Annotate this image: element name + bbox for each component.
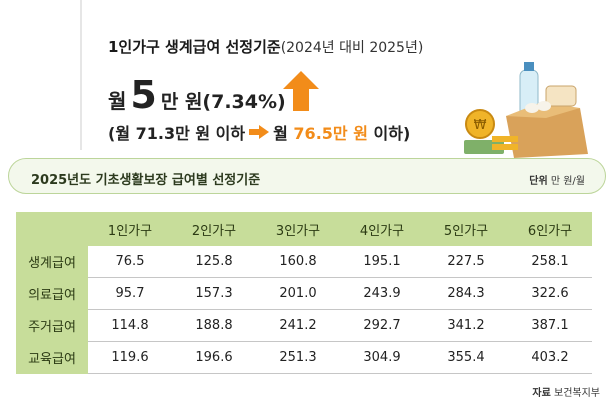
change-to-prefix: 월 — [273, 124, 288, 143]
column-header: 5인가구 — [424, 212, 508, 246]
up-arrow-icon — [283, 71, 319, 111]
table-cell: 157.3 — [172, 277, 256, 310]
table-row: 주거급여 114.8 188.8 241.2 292.7 341.2 387.1 — [16, 309, 592, 342]
column-header: 4인가구 — [340, 212, 424, 246]
summary-panel-border — [80, 0, 602, 150]
table-cell: 403.2 — [508, 341, 592, 374]
increase-prefix: 월 — [108, 89, 127, 113]
table-cell: 322.6 — [508, 277, 592, 310]
table-row: 교육급여 119.6 196.6 251.3 304.9 355.4 403.2 — [16, 341, 592, 374]
table-cell: 227.5 — [424, 246, 508, 278]
table-cell: 196.6 — [172, 341, 256, 374]
column-header: 2인가구 — [172, 212, 256, 246]
column-header: 3인가구 — [256, 212, 340, 246]
change-range: (월 71.3만 원 이하 월 76.5만 원 이하) — [108, 120, 410, 144]
increase-big-number: 5 — [130, 73, 157, 117]
unit-note: 단위 만 원/월 — [529, 172, 585, 187]
row-header: 교육급여 — [16, 341, 88, 374]
table-cell: 251.3 — [256, 341, 340, 374]
row-header: 생계급여 — [16, 246, 88, 278]
table-cell: 387.1 — [508, 309, 592, 342]
table-cell: 355.4 — [424, 341, 508, 374]
money-box-illustration-icon: ₩ — [464, 62, 588, 158]
table-cell: 160.8 — [256, 246, 340, 278]
table-cell: 292.7 — [340, 309, 424, 342]
criteria-banner: 2025년도 기초생활보장 급여별 선정기준 단위 만 원/월 — [8, 158, 606, 194]
change-close: 이하) — [373, 124, 411, 143]
column-header: 6인가구 — [508, 212, 592, 246]
table-cell: 188.8 — [172, 309, 256, 342]
headline: 1인가구 생계급여 선정기준(2024년 대비 2025년) — [108, 36, 423, 57]
table-cell: 258.1 — [508, 246, 592, 278]
criteria-table: 1인가구 2인가구 3인가구 4인가구 5인가구 6인가구 생계급여 76.5 … — [16, 212, 592, 374]
change-new-value: 76.5만 원 — [293, 124, 368, 143]
table-cell: 114.8 — [88, 309, 172, 342]
source-note: 자료 보건복지부 — [532, 384, 600, 399]
row-header: 의료급여 — [16, 277, 88, 310]
table-cell: 195.1 — [340, 246, 424, 278]
change-open: (월 71.3만 원 이하 — [108, 124, 246, 143]
table-cell: 125.8 — [172, 246, 256, 278]
table-cell: 284.3 — [424, 277, 508, 310]
table-cell: 119.6 — [88, 341, 172, 374]
table-cell: 201.0 — [256, 277, 340, 310]
svg-text:₩: ₩ — [474, 118, 487, 133]
table-corner — [16, 212, 88, 246]
column-header: 1인가구 — [88, 212, 172, 246]
source-value: 보건복지부 — [554, 388, 600, 399]
unit-value: 만 원/월 — [550, 176, 585, 187]
table-row: 의료급여 95.7 157.3 201.0 243.9 284.3 322.6 — [16, 277, 592, 310]
table-header-row: 1인가구 2인가구 3인가구 4인가구 5인가구 6인가구 — [16, 212, 592, 246]
headline-sub: (2024년 대비 2025년) — [280, 40, 424, 56]
unit-label: 단위 — [529, 176, 548, 187]
table-cell: 95.7 — [88, 277, 172, 310]
row-header: 주거급여 — [16, 309, 88, 342]
source-label: 자료 — [532, 388, 551, 399]
table-cell: 76.5 — [88, 246, 172, 278]
increase-rest: 만 원(7.34%) — [160, 91, 286, 113]
increase-amount: 월 5 만 원(7.34%) — [108, 76, 286, 114]
table-cell: 304.9 — [340, 341, 424, 374]
headline-main: 1인가구 생계급여 선정기준 — [108, 38, 281, 56]
banner-title: 2025년도 기초생활보장 급여별 선정기준 — [31, 173, 261, 188]
table-row: 생계급여 76.5 125.8 160.8 195.1 227.5 258.1 — [16, 246, 592, 278]
right-arrow-icon — [249, 129, 260, 135]
table-cell: 341.2 — [424, 309, 508, 342]
table-cell: 243.9 — [340, 277, 424, 310]
table-cell: 241.2 — [256, 309, 340, 342]
